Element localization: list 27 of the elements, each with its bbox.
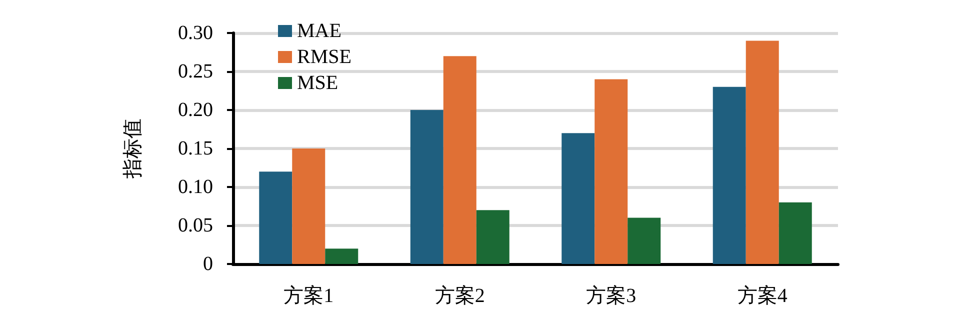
bar: [443, 56, 476, 264]
bar: [746, 40, 779, 264]
bar: [712, 86, 746, 264]
bar: [292, 148, 326, 264]
y-tick-label: 0.25: [178, 60, 213, 82]
y-axis-title: 指标值: [122, 118, 144, 180]
x-tick-label: 方案2: [434, 284, 485, 307]
bar: [562, 133, 595, 264]
y-tick-label: 0.05: [178, 214, 213, 236]
bar: [594, 79, 628, 264]
x-tick-label: 方案1: [284, 284, 334, 307]
y-tick-label: 0.20: [178, 99, 213, 121]
y-tick-label: 0.10: [178, 176, 213, 198]
x-tick-label: 方案4: [737, 284, 788, 307]
y-tick-label: 0.15: [178, 138, 213, 160]
bar: [476, 210, 510, 264]
legend-label: RMSE: [297, 46, 352, 68]
bar: [325, 248, 358, 264]
legend-label: MAE: [297, 20, 342, 42]
bar: [628, 218, 661, 264]
x-tick-label: 方案3: [586, 284, 636, 307]
bar: [259, 172, 292, 264]
bar: [778, 202, 812, 264]
legend-label: MSE: [297, 72, 338, 94]
y-tick-label: 0.30: [178, 22, 213, 44]
bar: [410, 110, 444, 264]
y-tick-label: 0: [203, 253, 213, 275]
